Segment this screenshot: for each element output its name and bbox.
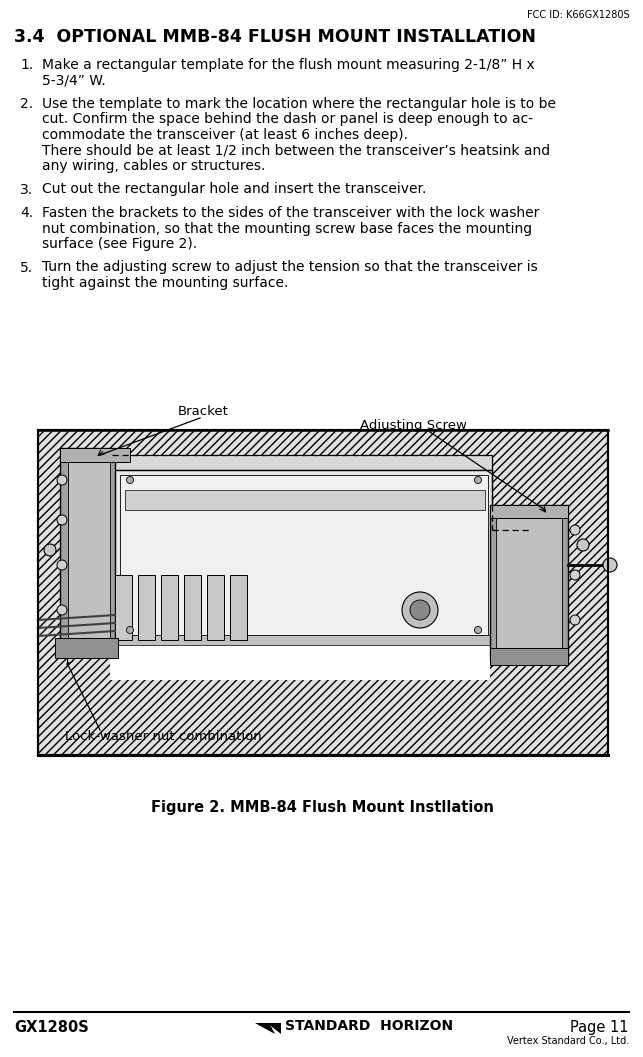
Polygon shape	[255, 1023, 275, 1034]
Text: 5-3/4” W.: 5-3/4” W.	[42, 74, 105, 88]
Text: Use the template to mark the location where the rectangular hole is to be: Use the template to mark the location wh…	[42, 97, 556, 111]
Text: 3.: 3.	[20, 183, 33, 197]
Text: 2.: 2.	[20, 97, 33, 111]
Polygon shape	[496, 515, 562, 650]
Text: Figure 2. MMB-84 Flush Mount Instllation: Figure 2. MMB-84 Flush Mount Instllation	[150, 800, 493, 815]
Circle shape	[127, 477, 134, 483]
Circle shape	[570, 615, 580, 625]
Circle shape	[570, 525, 580, 535]
Text: Page 11: Page 11	[570, 1020, 629, 1035]
Text: tight against the mounting surface.: tight against the mounting surface.	[42, 276, 288, 290]
Polygon shape	[112, 455, 492, 470]
Text: STANDARD  HORIZON: STANDARD HORIZON	[285, 1019, 453, 1033]
Circle shape	[410, 600, 430, 620]
Circle shape	[475, 627, 482, 633]
Circle shape	[402, 592, 438, 628]
Circle shape	[577, 539, 589, 551]
Text: 1.: 1.	[20, 58, 33, 72]
Text: GX1280S: GX1280S	[14, 1020, 89, 1035]
Polygon shape	[125, 490, 485, 509]
Polygon shape	[161, 575, 178, 639]
Text: FCC ID: K66GX1280S: FCC ID: K66GX1280S	[527, 10, 630, 20]
Text: 3.4  OPTIONAL MMB-84 FLUSH MOUNT INSTALLATION: 3.4 OPTIONAL MMB-84 FLUSH MOUNT INSTALLA…	[14, 27, 536, 47]
Text: Lock-washer nut combination: Lock-washer nut combination	[65, 730, 262, 743]
Text: Fasten the brackets to the sides of the transceiver with the lock washer: Fasten the brackets to the sides of the …	[42, 206, 539, 220]
Circle shape	[44, 544, 56, 556]
Text: Vertex Standard Co., Ltd.: Vertex Standard Co., Ltd.	[507, 1036, 629, 1046]
Text: commodate the transceiver (at least 6 inches deep).: commodate the transceiver (at least 6 in…	[42, 128, 408, 142]
Polygon shape	[267, 1023, 281, 1034]
Text: There should be at least 1/2 inch between the transceiver’s heatsink and: There should be at least 1/2 inch betwee…	[42, 144, 550, 157]
Circle shape	[57, 475, 67, 485]
Text: Turn the adjusting screw to adjust the tension so that the transceiver is: Turn the adjusting screw to adjust the t…	[42, 260, 538, 275]
Text: 4.: 4.	[20, 206, 33, 220]
Polygon shape	[112, 470, 492, 639]
Polygon shape	[490, 505, 568, 518]
Circle shape	[570, 570, 580, 580]
Polygon shape	[60, 448, 130, 462]
Circle shape	[57, 605, 67, 615]
Circle shape	[603, 558, 617, 572]
Text: surface (see Figure 2).: surface (see Figure 2).	[42, 237, 197, 251]
Polygon shape	[115, 575, 132, 639]
Text: cut. Confirm the space behind the dash or panel is deep enough to ac-: cut. Confirm the space behind the dash o…	[42, 112, 533, 127]
Text: any wiring, cables or structures.: any wiring, cables or structures.	[42, 159, 266, 173]
Polygon shape	[207, 575, 224, 639]
Polygon shape	[110, 468, 490, 680]
Polygon shape	[68, 460, 110, 639]
Text: 5.: 5.	[20, 260, 33, 275]
Polygon shape	[230, 575, 247, 639]
Polygon shape	[112, 635, 492, 645]
Polygon shape	[490, 648, 568, 665]
Text: Bracket: Bracket	[178, 405, 229, 418]
Circle shape	[57, 560, 67, 570]
Polygon shape	[38, 430, 608, 755]
Text: nut combination, so that the mounting screw base faces the mounting: nut combination, so that the mounting sc…	[42, 222, 532, 236]
Circle shape	[127, 627, 134, 633]
Text: Adjusting Screw: Adjusting Screw	[360, 419, 467, 432]
Circle shape	[475, 477, 482, 483]
Polygon shape	[490, 505, 568, 660]
Polygon shape	[60, 448, 115, 650]
Polygon shape	[138, 575, 155, 639]
Text: Make a rectangular template for the flush mount measuring 2-1/8” H x: Make a rectangular template for the flus…	[42, 58, 535, 72]
Polygon shape	[120, 475, 488, 635]
Polygon shape	[184, 575, 201, 639]
Text: Cut out the rectangular hole and insert the transceiver.: Cut out the rectangular hole and insert …	[42, 183, 426, 197]
Circle shape	[57, 515, 67, 525]
Polygon shape	[55, 638, 118, 659]
